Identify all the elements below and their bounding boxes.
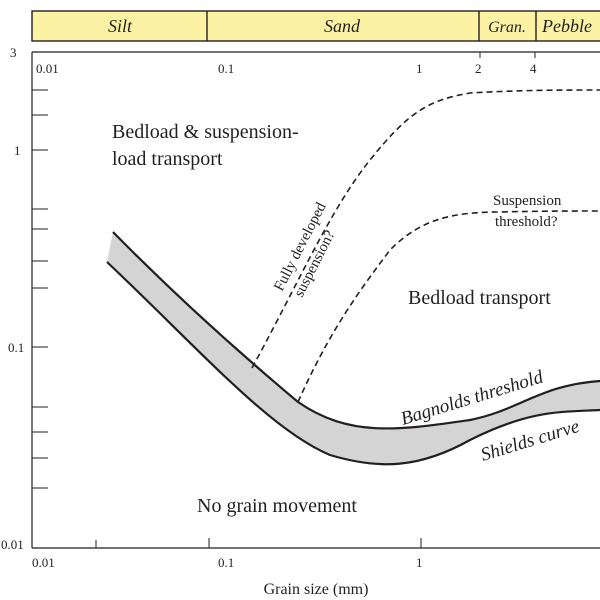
region-label-bedload-suspension: load transport <box>112 148 223 170</box>
grain-class-granule: Gran. <box>488 19 526 36</box>
x-bottom-tick-label: 0.01 <box>32 555 55 570</box>
y-tick-label: 0.1 <box>8 340 24 355</box>
x-top-tick-label: 4 <box>530 61 537 76</box>
suspension-threshold-curve <box>297 210 600 403</box>
grain-class-pebble: Pebble <box>541 16 592 36</box>
x-axis-ticks <box>95 52 536 548</box>
region-label-bedload: Bedload transport <box>408 287 551 309</box>
grain-class-sand: Sand <box>324 16 361 36</box>
x-bottom-tick-label: 0.1 <box>218 555 234 570</box>
y-tick-label: 0.01 <box>1 537 24 552</box>
x-axis-title: Grain size (mm) <box>264 581 369 598</box>
grain-class-silt: Silt <box>108 16 133 36</box>
bagnold-threshold-curve <box>112 231 600 430</box>
x-top-tick-label: 0.01 <box>36 61 59 76</box>
region-label-bedload-suspension: Bedload & suspension- <box>112 121 299 143</box>
region-label-no-movement: No grain movement <box>197 495 357 517</box>
label-suspension-threshold: threshold? <box>495 214 558 230</box>
y-axis-ticks <box>32 89 48 489</box>
grain-size-band: Silt Sand Gran. Pebble <box>31 10 600 42</box>
y-tick-label: 3 <box>10 45 17 60</box>
grain-band-background <box>31 10 600 42</box>
x-top-tick-label: 2 <box>475 61 482 76</box>
shields-curve <box>106 261 600 466</box>
x-top-tick-label: 0.1 <box>218 61 234 76</box>
plot-frame <box>31 51 600 549</box>
threshold-envelope <box>107 232 600 465</box>
tick-labels: 3 1 0.1 0.01 0.01 0.1 1 2 4 0.01 0.1 1 G… <box>1 45 537 598</box>
y-tick-label: 1 <box>14 143 21 158</box>
x-top-tick-label: 1 <box>416 61 423 76</box>
label-suspension-threshold: Suspension <box>493 193 562 209</box>
x-bottom-tick-label: 1 <box>416 555 423 570</box>
fully-developed-suspension-curve <box>251 89 600 369</box>
